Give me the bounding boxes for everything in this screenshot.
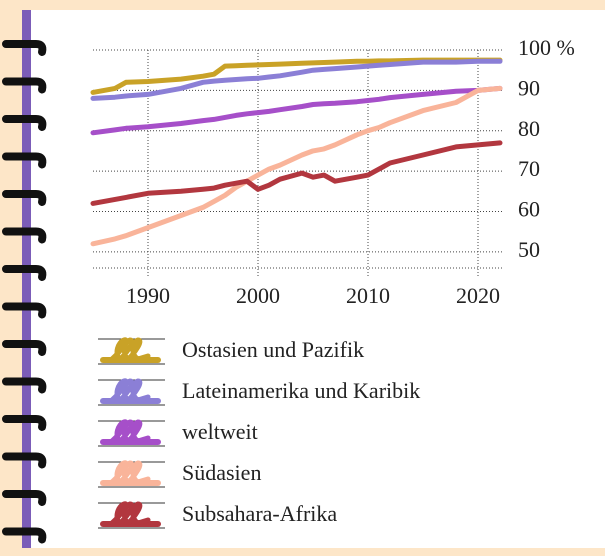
page: 100 % 90 80 70 60 50 1990 2000 2010 2020 Ostasien …: [0, 0, 605, 556]
page-border: [22, 10, 31, 548]
y-tick-label: 80: [518, 116, 540, 141]
chart: 100 % 90 80 70 60 50 1990 2000 2010 2020 Ostasien …: [0, 0, 605, 556]
y-tick-label: 100 %: [518, 35, 575, 60]
legend-label: Ostasien und Pazifik: [182, 337, 364, 362]
x-tick-label: 2000: [236, 283, 280, 308]
y-tick-label: 60: [518, 197, 540, 222]
x-tick-label: 1990: [126, 283, 170, 308]
legend-label: Subsahara-Afrika: [182, 501, 337, 526]
x-tick-label: 2020: [456, 283, 500, 308]
y-tick-label: 90: [518, 75, 540, 100]
x-tick-label: 2010: [346, 283, 390, 308]
legend-label: Lateinamerika und Karibik: [182, 378, 420, 403]
legend-label: Südasien: [182, 460, 261, 485]
legend-label: weltweit: [182, 419, 258, 444]
y-tick-label: 50: [518, 237, 540, 262]
y-tick-label: 70: [518, 156, 540, 181]
